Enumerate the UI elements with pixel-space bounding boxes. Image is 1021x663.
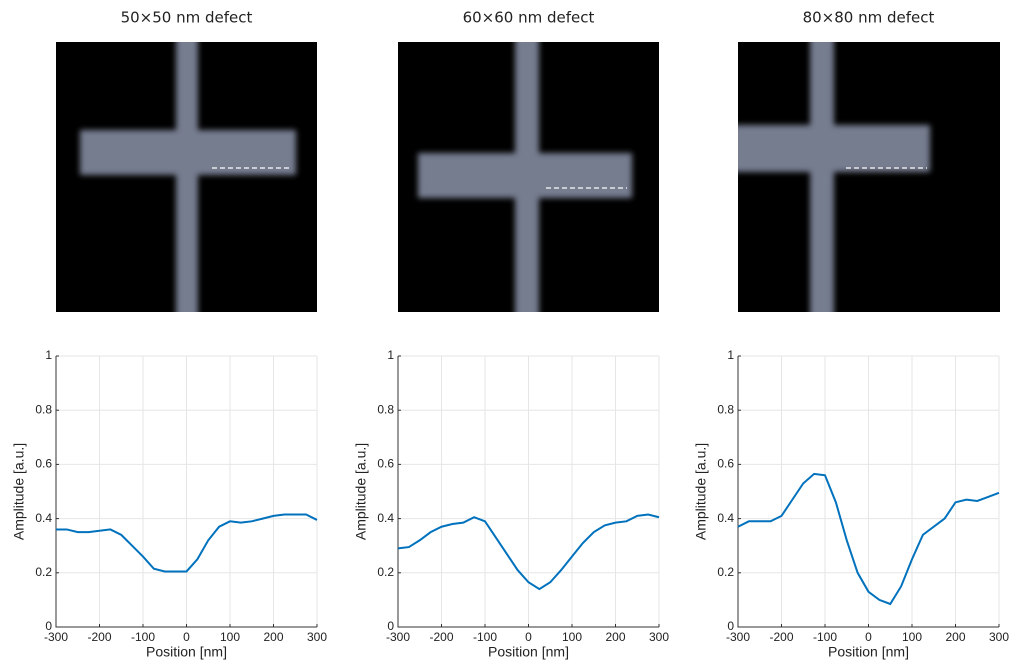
defect-image — [56, 42, 317, 312]
data-line — [397, 513, 660, 591]
x-tick-label: 300 — [989, 630, 1009, 644]
defect-image — [398, 42, 659, 312]
x-tick-label: -300 — [386, 630, 410, 644]
x-tick-label: 0 — [865, 630, 872, 644]
y-tick-label: 0.6 — [35, 457, 52, 471]
x-tick-label: -300 — [44, 630, 68, 644]
y-tick-label: 0.4 — [35, 511, 52, 525]
data-line — [737, 472, 1000, 606]
data-line — [56, 513, 318, 573]
x-tick-label: 200 — [605, 630, 625, 644]
y-tick-label: 1 — [727, 348, 734, 362]
x-tick-label: 100 — [220, 630, 240, 644]
y-axis-label: Amplitude [a.u.] — [11, 443, 27, 540]
chart-title: 50×50 nm defect — [121, 9, 253, 27]
y-tick-label: 0.8 — [377, 402, 394, 416]
y-axis-label: Amplitude [a.u.] — [693, 443, 709, 540]
x-tick-label: 0 — [183, 630, 190, 644]
y-tick-label: 0.8 — [35, 402, 52, 416]
x-tick-label: -200 — [87, 630, 111, 644]
y-tick-label: 0 — [45, 619, 52, 633]
axes — [737, 356, 999, 628]
y-axis-label: Amplitude [a.u.] — [353, 443, 369, 540]
x-tick-label: 300 — [307, 630, 327, 644]
x-tick-label: 200 — [263, 630, 283, 644]
x-tick-label: -300 — [726, 630, 750, 644]
axes — [397, 356, 659, 628]
y-tick-label: 0.8 — [717, 402, 734, 416]
y-tick-label: 0.4 — [717, 511, 734, 525]
y-tick-label: 0 — [727, 619, 734, 633]
y-tick-label: 0.2 — [35, 565, 52, 579]
y-tick-label: 0.6 — [717, 457, 734, 471]
chart-title: 80×80 nm defect — [803, 9, 935, 27]
x-axis-label: Position [nm] — [146, 644, 227, 660]
x-axis-label: Position [nm] — [488, 644, 569, 660]
x-axis-label: Position [nm] — [828, 644, 909, 660]
axes — [55, 356, 317, 628]
x-tick-label: 0 — [525, 630, 532, 644]
defect-image — [738, 42, 1000, 312]
y-tick-label: 1 — [45, 348, 52, 362]
x-tick-label: 200 — [945, 630, 965, 644]
y-tick-label: 0 — [387, 619, 394, 633]
x-tick-label: -200 — [429, 630, 453, 644]
x-tick-label: 100 — [902, 630, 922, 644]
x-tick-label: 300 — [649, 630, 669, 644]
y-tick-label: 0.2 — [377, 565, 394, 579]
y-tick-label: 1 — [387, 348, 394, 362]
x-tick-label: -100 — [131, 630, 155, 644]
x-tick-label: -200 — [769, 630, 793, 644]
y-tick-label: 0.4 — [377, 511, 394, 525]
chart-title: 60×60 nm defect — [463, 9, 595, 27]
x-tick-label: 100 — [562, 630, 582, 644]
x-tick-label: -100 — [813, 630, 837, 644]
x-tick-label: -100 — [473, 630, 497, 644]
y-tick-label: 0.6 — [377, 457, 394, 471]
y-tick-label: 0.2 — [717, 565, 734, 579]
